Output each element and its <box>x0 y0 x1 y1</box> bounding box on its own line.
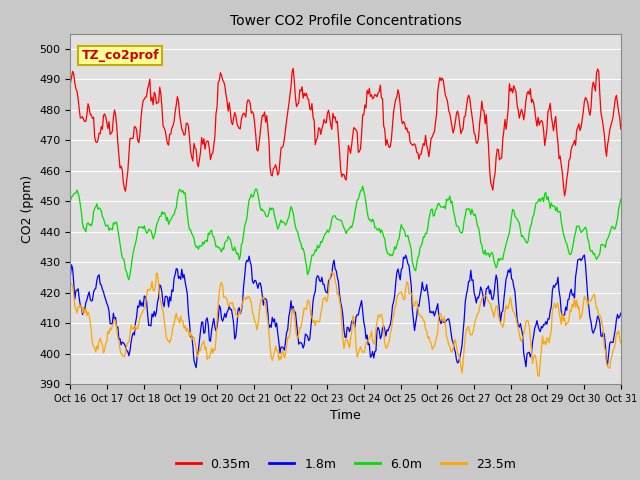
1.8m <box>192 365 200 371</box>
23.5m <box>396 291 403 297</box>
1.8m <box>67 273 74 278</box>
23.5m <box>67 281 74 287</box>
6.0m <box>67 198 74 204</box>
1.8m <box>332 268 340 274</box>
Legend: 0.35m, 1.8m, 6.0m, 23.5m: 0.35m, 1.8m, 6.0m, 23.5m <box>170 453 521 476</box>
0.35m <box>519 110 527 116</box>
1.8m <box>606 340 614 346</box>
0.35m <box>332 120 340 126</box>
Title: Tower CO2 Profile Concentrations: Tower CO2 Profile Concentrations <box>230 14 461 28</box>
1.8m <box>580 252 588 258</box>
Line: 1.8m: 1.8m <box>70 255 621 368</box>
1.8m <box>617 310 625 316</box>
Y-axis label: CO2 (ppm): CO2 (ppm) <box>21 175 34 243</box>
23.5m <box>328 269 335 275</box>
0.35m <box>617 126 625 132</box>
0.35m <box>329 110 337 116</box>
6.0m <box>367 217 374 223</box>
6.0m <box>359 183 367 189</box>
1.8m <box>519 332 527 337</box>
0.35m <box>67 80 74 86</box>
0.35m <box>289 65 297 71</box>
X-axis label: Time: Time <box>330 409 361 422</box>
0.35m <box>561 193 568 199</box>
6.0m <box>520 235 527 241</box>
0.35m <box>365 85 373 91</box>
23.5m <box>365 335 373 341</box>
1.8m <box>329 262 337 267</box>
23.5m <box>332 282 340 288</box>
0.35m <box>606 127 614 133</box>
1.8m <box>396 272 403 278</box>
6.0m <box>329 214 337 219</box>
6.0m <box>125 277 132 283</box>
23.5m <box>617 340 625 346</box>
23.5m <box>329 271 337 277</box>
Line: 23.5m: 23.5m <box>70 272 621 376</box>
23.5m <box>534 373 542 379</box>
6.0m <box>606 230 614 236</box>
0.35m <box>396 92 403 97</box>
Line: 0.35m: 0.35m <box>70 68 621 196</box>
Text: TZ_co2prof: TZ_co2prof <box>81 49 159 62</box>
23.5m <box>606 366 614 372</box>
6.0m <box>332 216 340 221</box>
Line: 6.0m: 6.0m <box>70 186 621 280</box>
1.8m <box>365 341 373 347</box>
6.0m <box>617 196 625 202</box>
6.0m <box>396 228 404 233</box>
23.5m <box>519 335 527 341</box>
